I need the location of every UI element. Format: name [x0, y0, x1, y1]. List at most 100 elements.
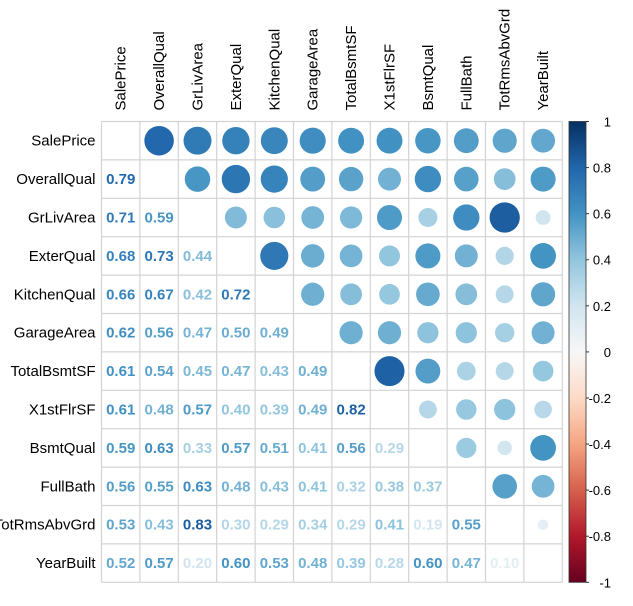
correlation-value: 0.61 [106, 363, 135, 380]
correlation-circle [489, 202, 520, 233]
correlation-circle [417, 322, 439, 344]
correlation-value: 0.48 [221, 478, 250, 495]
correlation-circle [497, 440, 512, 456]
correlation-circle [534, 400, 552, 419]
correlation-value: 0.44 [183, 248, 213, 265]
correlation-circle [453, 166, 479, 192]
row-label: FullBath [40, 478, 95, 495]
correlation-circle [260, 165, 288, 193]
correlation-value: 0.71 [106, 210, 135, 227]
colorbar-tick-label: -0.8 [589, 529, 611, 544]
column-label: ExterQual [228, 44, 245, 111]
correlation-value: 0.63 [144, 440, 173, 457]
correlation-value: 0.79 [106, 171, 135, 188]
correlation-circle [260, 241, 289, 270]
correlation-circle [414, 165, 442, 193]
correlation-value: 0.41 [375, 517, 404, 534]
correlation-value: 0.56 [336, 440, 365, 457]
correlation-circle [531, 474, 555, 498]
correlation-value: 0.40 [221, 402, 250, 419]
correlation-circle [144, 125, 174, 156]
correlation-value: 0.52 [106, 555, 135, 572]
correlation-value: 0.47 [183, 325, 212, 342]
correlation-value: 0.57 [144, 555, 173, 572]
column-label: SalePrice [113, 46, 130, 110]
correlation-circle [495, 285, 514, 304]
correlation-circle [531, 128, 556, 153]
correlation-circle [455, 283, 478, 306]
column-label: KitchenQual [266, 29, 283, 111]
correlation-circle [183, 126, 212, 155]
column-label: TotRmsAbvGrd [497, 9, 514, 111]
correlation-circle [537, 519, 549, 530]
correlation-circle [338, 166, 364, 192]
correlation-circle [339, 206, 363, 229]
correlation-value: 0.55 [452, 517, 481, 534]
correlation-value: 0.57 [183, 402, 212, 419]
colorbar-tick-label: 0.2 [593, 299, 611, 314]
correlation-value: 0.19 [413, 517, 442, 534]
correlation-circle [495, 362, 514, 381]
colorbar-tick-label: 1 [604, 115, 611, 130]
correlation-value: 0.53 [106, 517, 135, 534]
correlation-value: 0.47 [452, 555, 481, 572]
row-label: TotalBsmtSF [10, 363, 95, 380]
colorbar-tick-label: -0.2 [589, 391, 611, 406]
correlation-value: 0.54 [144, 363, 174, 380]
row-label: KitchenQual [14, 286, 96, 303]
column-label: BsmtQual [420, 45, 437, 111]
correlation-value: 0.39 [336, 555, 365, 572]
correlation-value: 0.43 [260, 363, 289, 380]
row-label: SalePrice [31, 133, 95, 150]
correlation-circle [339, 321, 363, 345]
correlation-value: 0.82 [336, 402, 365, 419]
correlation-circle [415, 243, 441, 269]
colorbar-tick-label: 0 [604, 345, 611, 360]
correlation-circle [456, 437, 477, 458]
correlation-circle [495, 323, 515, 343]
correlation-value: 0.30 [221, 517, 250, 534]
correlation-value: 0.38 [375, 478, 404, 495]
correlation-value: 0.50 [221, 325, 250, 342]
row-label: BsmtQual [30, 440, 96, 457]
row-label: TotRmsAbvGrd [0, 517, 96, 534]
correlation-value: 0.10 [490, 555, 519, 572]
correlation-circle [221, 164, 251, 194]
correlation-value: 0.34 [298, 517, 328, 534]
correlation-circle [184, 166, 211, 192]
correlation-circle [530, 243, 556, 269]
correlation-value: 0.41 [298, 440, 327, 457]
column-label: OverallQual [151, 31, 168, 110]
correlation-value: 0.45 [183, 363, 212, 380]
correlation-circle [531, 282, 556, 307]
correlation-circle [416, 282, 440, 307]
colorbar-tick-label: 0.4 [593, 253, 611, 268]
correlation-value: 0.68 [106, 248, 135, 265]
correlation-circle [455, 322, 477, 344]
correlation-circle [338, 127, 365, 154]
correlation-circle [377, 321, 402, 345]
colorbar-tick-label: 0.8 [593, 161, 611, 176]
correlation-circle [415, 127, 441, 154]
correlation-value: 0.41 [298, 478, 327, 495]
colorbar [568, 121, 587, 583]
correlation-circle [494, 398, 516, 421]
correlation-circle [376, 204, 403, 231]
correlation-circle [340, 283, 362, 306]
correlation-value: 0.43 [260, 478, 289, 495]
correlation-circle [301, 282, 325, 306]
correlation-circle [492, 473, 518, 499]
column-label: X1stFlrSF [382, 44, 399, 111]
correlation-value: 0.72 [221, 286, 250, 303]
correlation-circle [456, 399, 477, 420]
correlation-value: 0.67 [144, 286, 173, 303]
correlation-value: 0.32 [336, 478, 365, 495]
correlation-value: 0.59 [106, 440, 135, 457]
correlation-circle [492, 128, 517, 153]
correlation-value: 0.33 [183, 440, 212, 457]
correlation-value: 0.62 [106, 325, 135, 342]
correlation-value: 0.63 [183, 478, 212, 495]
correlation-circle [493, 168, 516, 190]
correlation-value: 0.49 [260, 325, 289, 342]
